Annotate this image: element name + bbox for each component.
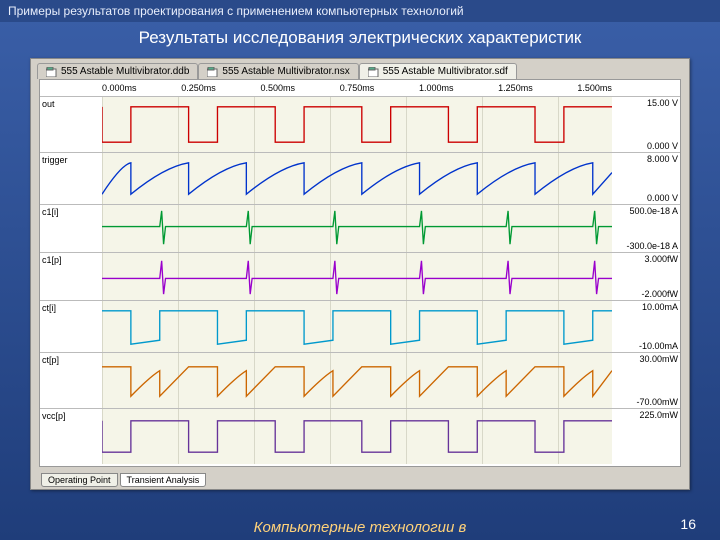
file-tab-label: 555 Astable Multivibrator.sdf — [383, 66, 508, 77]
time-tick: 1.500ms — [577, 83, 612, 93]
footer-text: Компьютерные технологии в — [0, 519, 720, 536]
time-tick: 0.250ms — [181, 83, 216, 93]
page-number: 16 — [680, 516, 696, 532]
waveform-viewer: 0.000ms 0.250ms 0.500ms 0.750ms 1.000ms 1.250… — [39, 79, 681, 467]
signal-row-ct[p][interactable]: ct[p] 30.00mW -70.00mW — [40, 352, 680, 408]
signal-row-c1[i][interactable]: c1[i] 500.0e-18 A -300.0e-18 A — [40, 204, 680, 252]
signal-row-ct[i][interactable]: ct[i] 10.00mA -10.00mA — [40, 300, 680, 352]
signal-plot — [102, 153, 612, 204]
signal-label: ct[p] — [42, 355, 100, 365]
signal-max-value: 500.0e-18 A — [629, 206, 678, 216]
file-icon — [368, 67, 380, 77]
signal-max-value: 10.00mA — [642, 302, 678, 312]
signal-max-value: 30.00mW — [639, 354, 678, 364]
analysis-tab-1[interactable]: Transient Analysis — [120, 473, 207, 487]
analysis-tab-0[interactable]: Operating Point — [41, 473, 118, 487]
file-tabs: 555 Astable Multivibrator.ddb 555 Astable… — [31, 59, 689, 79]
slide-title: Примеры результатов проектирования с при… — [0, 0, 720, 22]
signal-row-out[interactable]: out 15.00 V 0.000 V — [40, 96, 680, 152]
signal-row-trigger[interactable]: trigger 8.000 V 0.000 V — [40, 152, 680, 204]
file-tab-2[interactable]: 555 Astable Multivibrator.sdf — [359, 63, 517, 79]
slide: Примеры результатов проектирования с при… — [0, 0, 720, 540]
signal-label: c1[p] — [42, 255, 100, 265]
signal-max-value: 225.0mW — [639, 410, 678, 420]
signal-plot — [102, 97, 612, 152]
signal-max-value: 8.000 V — [647, 154, 678, 164]
signal-label: trigger — [42, 155, 100, 165]
analysis-tabs: Operating PointTransient Analysis — [41, 473, 208, 487]
file-tab-0[interactable]: 555 Astable Multivibrator.ddb — [37, 63, 198, 79]
signal-label: ct[i] — [42, 303, 100, 313]
signal-plot — [102, 353, 612, 408]
time-tick: 0.750ms — [340, 83, 375, 93]
slide-subtitle: Результаты исследования электрических ха… — [0, 22, 720, 52]
signal-plot — [102, 409, 612, 464]
time-tick: 1.250ms — [498, 83, 533, 93]
signal-min-value: -70.00mW — [636, 397, 678, 407]
file-icon — [207, 67, 219, 77]
time-tick: 0.500ms — [260, 83, 295, 93]
signal-max-value: 3.000fW — [644, 254, 678, 264]
file-tab-label: 555 Astable Multivibrator.ddb — [61, 66, 189, 77]
signal-plot — [102, 205, 612, 252]
file-tab-1[interactable]: 555 Astable Multivibrator.nsx — [198, 63, 358, 79]
signal-row-c1[p][interactable]: c1[p] 3.000fW -2.000fW — [40, 252, 680, 300]
signal-rows: out15.00 V0.000 Vtrigger8.000 V0.000 Vc1… — [40, 96, 680, 466]
signal-label: c1[i] — [42, 207, 100, 217]
signal-min-value: -10.00mA — [639, 341, 678, 351]
signal-label: out — [42, 99, 100, 109]
signal-max-value: 15.00 V — [647, 98, 678, 108]
signal-min-value: 0.000 V — [647, 141, 678, 151]
signal-label: vcc[p] — [42, 411, 100, 421]
time-tick: 1.000ms — [419, 83, 454, 93]
signal-row-vcc[p][interactable]: vcc[p] 225.0mW — [40, 408, 680, 464]
signal-min-value: -2.000fW — [641, 289, 678, 299]
time-tick: 0.000ms — [102, 83, 137, 93]
signal-plot — [102, 301, 612, 352]
time-axis: 0.000ms 0.250ms 0.500ms 0.750ms 1.000ms 1.250… — [102, 80, 612, 96]
file-icon — [46, 67, 58, 77]
signal-plot — [102, 253, 612, 300]
simulator-window: 555 Astable Multivibrator.ddb 555 Astable… — [30, 58, 690, 490]
file-tab-label: 555 Astable Multivibrator.nsx — [222, 66, 349, 77]
signal-min-value: -300.0e-18 A — [626, 241, 678, 251]
signal-min-value: 0.000 V — [647, 193, 678, 203]
